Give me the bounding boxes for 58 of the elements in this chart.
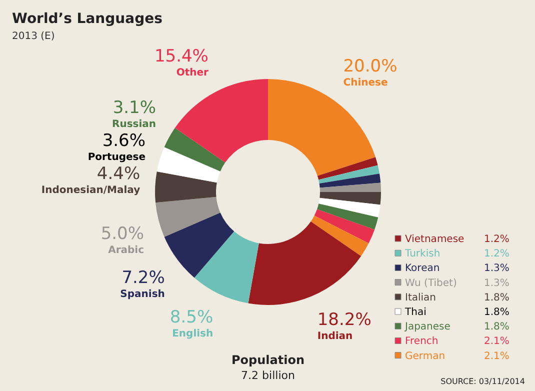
data-label: 1.3% [484, 278, 510, 289]
legend-label: French [405, 336, 438, 348]
donut-slice [164, 212, 234, 278]
data-label: 3.6% [102, 130, 146, 151]
slice-label: Indonesian/Malay [41, 184, 141, 196]
data-label: 1.8% [484, 322, 510, 333]
donut-slice [317, 204, 378, 230]
source-note: SOURCE: 03/11/2014 [440, 377, 525, 386]
data-label: 1.3% [484, 263, 510, 274]
data-label: 20.0% [343, 56, 398, 76]
slice-label: Arabic [108, 244, 144, 256]
data-label: 18.2% [317, 310, 372, 330]
data-label: 3.1% [112, 98, 156, 118]
slice-label: Other [176, 68, 209, 79]
chart-title: World’s Languages [12, 11, 162, 27]
legend-label: Thai [404, 307, 426, 318]
slice-label: Portugese [88, 152, 146, 163]
legend-label: Japanese [404, 322, 450, 333]
donut-slice [194, 231, 259, 304]
donut-slice [156, 196, 220, 237]
data-label: 7.2% [122, 268, 165, 288]
data-label: 1.8% [484, 307, 510, 318]
legend-label: Italian [405, 292, 436, 304]
donut-slice [318, 165, 380, 184]
chart-subtitle: 2013 (E) [12, 31, 55, 42]
data-label: 1.2% [484, 248, 510, 260]
legend-label: Korean [405, 263, 440, 274]
slice-label: English [172, 328, 214, 340]
donut-slice [310, 216, 369, 256]
legend-label: German [405, 350, 446, 362]
text: Population [231, 353, 305, 367]
legend-label: Turkish [404, 248, 440, 260]
legend-label: Vietnamese [405, 234, 464, 245]
slice-label: Russian [112, 118, 156, 130]
donut-slice [156, 147, 220, 183]
data-label: 4.4% [96, 164, 140, 184]
legend-label: Wu (Tibet) [405, 278, 457, 289]
donut-slice [155, 172, 217, 203]
slice-label: Indian [317, 331, 353, 342]
text: 7.2 billion [241, 369, 295, 382]
slice-label: Chinese [343, 77, 388, 88]
donut-slice [318, 198, 380, 218]
donut-slice [174, 79, 268, 162]
data-label: 1.2% [484, 234, 510, 245]
data-label: 1.8% [484, 292, 510, 304]
donut-slice [314, 209, 375, 244]
donut-slice [317, 157, 378, 180]
donut-slice [164, 128, 226, 172]
donut-slice [248, 222, 362, 305]
donut-slice [320, 192, 381, 205]
data-label: 8.5% [170, 308, 214, 328]
data-label: 2.1% [484, 336, 510, 348]
data-label: 5.0% [100, 224, 144, 244]
donut-slice [319, 174, 381, 188]
data-label: 15.4% [154, 46, 208, 67]
data-label: 2.1% [484, 350, 510, 362]
donut-slice [320, 182, 381, 192]
slice-label: Spanish [120, 288, 165, 300]
